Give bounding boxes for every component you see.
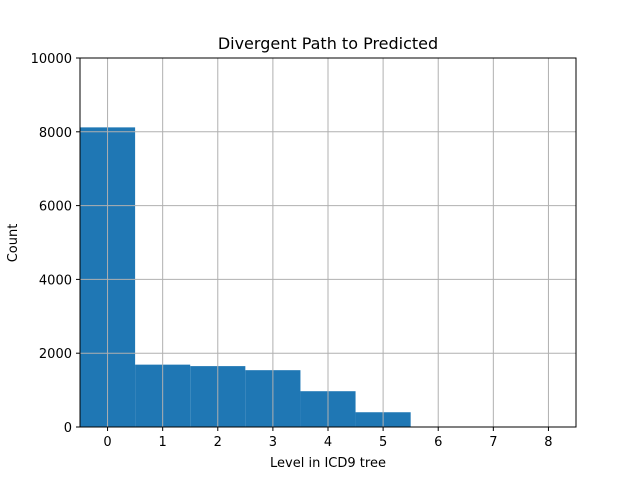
x-tick-label: 3 (269, 435, 277, 450)
x-tick-label: 2 (214, 435, 222, 450)
y-axis-ticks: 0 2000 4000 6000 8000 10000 (31, 52, 80, 436)
x-tick-label: 1 (159, 435, 167, 450)
y-axis-label: Count (6, 224, 21, 263)
y-tick-label: 2000 (39, 347, 72, 362)
x-tick-label: 6 (434, 435, 442, 450)
y-tick-label: 8000 (39, 126, 72, 141)
x-tick-label: 7 (489, 435, 497, 450)
y-tick-label: 0 (64, 421, 72, 436)
chart-title: Divergent Path to Predicted (218, 34, 438, 53)
y-tick-label: 10000 (31, 52, 72, 67)
grid-lines (80, 58, 576, 427)
x-axis-ticks: 0 1 2 3 4 5 6 7 8 (103, 427, 553, 450)
x-axis-label: Level in ICD9 tree (270, 456, 386, 471)
x-tick-label: 0 (103, 435, 111, 450)
y-tick-label: 6000 (39, 200, 72, 215)
x-tick-label: 8 (544, 435, 552, 450)
x-tick-label: 4 (324, 435, 332, 450)
x-tick-label: 5 (379, 435, 387, 450)
y-tick-label: 4000 (39, 273, 72, 288)
